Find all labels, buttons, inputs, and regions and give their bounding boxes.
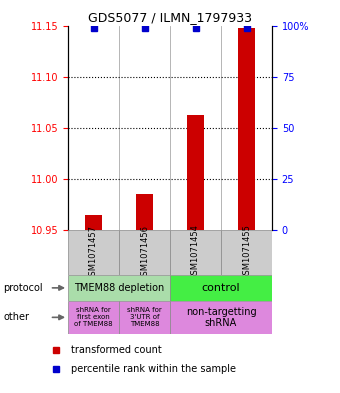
- Text: GSM1071455: GSM1071455: [242, 224, 251, 281]
- Text: TMEM88 depletion: TMEM88 depletion: [74, 283, 164, 293]
- Text: GSM1071457: GSM1071457: [89, 224, 98, 281]
- Text: shRNA for
first exon
of TMEM88: shRNA for first exon of TMEM88: [74, 307, 113, 327]
- Bar: [136, 194, 153, 230]
- Bar: [119, 230, 170, 275]
- Bar: [85, 215, 102, 230]
- Text: shRNA for
3'UTR of
TMEM88: shRNA for 3'UTR of TMEM88: [127, 307, 162, 327]
- Text: GSM1071454: GSM1071454: [191, 224, 200, 281]
- Title: GDS5077 / ILMN_1797933: GDS5077 / ILMN_1797933: [88, 11, 252, 24]
- Text: transformed count: transformed count: [71, 345, 162, 355]
- Bar: [170, 275, 272, 301]
- Text: non-targetting
shRNA: non-targetting shRNA: [186, 307, 256, 328]
- Bar: [238, 28, 255, 230]
- Text: control: control: [202, 283, 240, 293]
- Bar: [187, 116, 204, 230]
- Bar: [68, 230, 119, 275]
- Bar: [221, 230, 272, 275]
- Bar: [170, 230, 221, 275]
- Text: percentile rank within the sample: percentile rank within the sample: [71, 364, 236, 375]
- Text: protocol: protocol: [3, 283, 43, 293]
- Bar: [119, 301, 170, 334]
- Text: GSM1071456: GSM1071456: [140, 224, 149, 281]
- Text: other: other: [3, 312, 29, 322]
- Bar: [68, 301, 119, 334]
- Bar: [170, 301, 272, 334]
- Bar: [68, 275, 170, 301]
